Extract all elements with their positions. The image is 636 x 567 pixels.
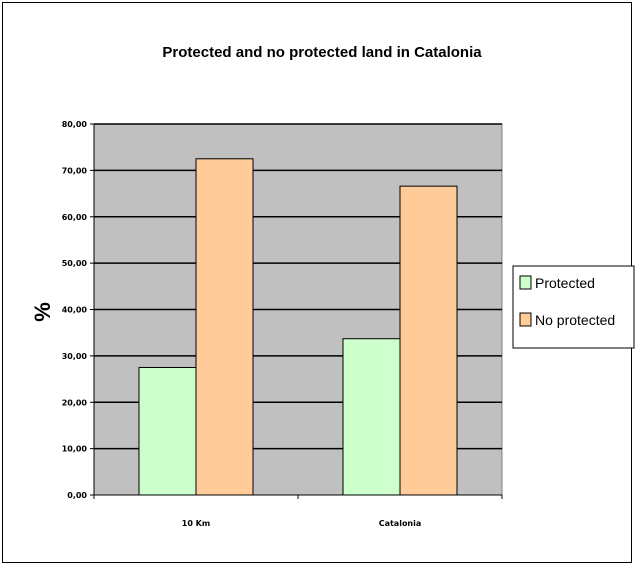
- y-tick-labels: 0,00 10,00 20,00 30,00 40,00 50,00 60,00 70,00 8…: [62, 120, 88, 500]
- legend-swatch: [519, 312, 532, 327]
- bar: [138, 366, 197, 496]
- legend-label: No protected: [535, 312, 615, 328]
- y-tick-label: 60,00: [62, 213, 88, 222]
- x-tick-label: 10 Km: [182, 519, 210, 528]
- y-tick-label: 0,00: [67, 491, 87, 500]
- bar: [195, 158, 254, 496]
- x-tick-labels: 10 Km Catalonia: [182, 519, 422, 528]
- bar: [399, 185, 458, 496]
- x-tick-label: Catalonia: [379, 519, 422, 528]
- y-axis-label: %: [30, 302, 55, 322]
- y-tick-label: 70,00: [62, 166, 88, 175]
- y-tick-label: 30,00: [62, 352, 88, 361]
- chart-title: Protected and no protected land in Catal…: [162, 44, 482, 61]
- axes: [90, 123, 503, 499]
- y-tick-label: 10,00: [62, 445, 88, 454]
- bar: [342, 338, 401, 496]
- legend-label: Protected: [535, 275, 595, 291]
- bars: [138, 158, 458, 496]
- legend-box: [512, 265, 635, 349]
- legend: Protected No protected: [512, 265, 635, 349]
- y-tick-label: 40,00: [62, 306, 88, 315]
- y-tick-label: 20,00: [62, 398, 88, 407]
- legend-swatch: [519, 275, 532, 290]
- y-tick-label: 50,00: [62, 259, 88, 268]
- y-tick-label: 80,00: [62, 120, 88, 129]
